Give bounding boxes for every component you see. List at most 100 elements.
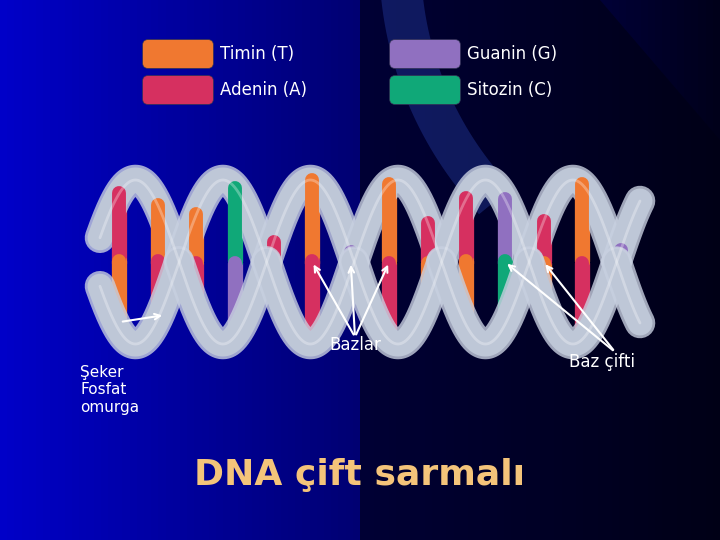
Bar (274, 0, 282, 540)
Bar (94, 0, 102, 540)
Bar (490, 0, 498, 540)
Bar (194, 0, 202, 540)
Bar (691, 0, 699, 540)
Bar (626, 0, 634, 540)
Bar (187, 0, 195, 540)
Bar (598, 0, 606, 540)
Bar (454, 0, 462, 540)
Bar (173, 0, 181, 540)
Bar (382, 0, 390, 540)
Bar (511, 0, 519, 540)
FancyBboxPatch shape (143, 76, 213, 104)
Bar (367, 0, 375, 540)
Bar (302, 0, 310, 540)
Text: Guanin (G): Guanin (G) (467, 45, 557, 63)
Bar (79, 0, 87, 540)
FancyBboxPatch shape (143, 39, 213, 69)
Bar (122, 0, 130, 540)
Bar (634, 0, 642, 540)
Bar (346, 0, 354, 540)
Text: Adenin (A): Adenin (A) (220, 81, 307, 99)
Bar (432, 0, 440, 540)
Bar (461, 0, 469, 540)
Bar (115, 0, 123, 540)
Bar (569, 0, 577, 540)
Bar (158, 0, 166, 540)
Bar (324, 0, 332, 540)
Bar (504, 0, 512, 540)
Bar (403, 0, 411, 540)
FancyBboxPatch shape (390, 39, 460, 69)
Bar (180, 0, 188, 540)
Text: DNA çift sarmalı: DNA çift sarmalı (194, 458, 526, 492)
Polygon shape (360, 0, 720, 540)
Bar (230, 0, 238, 540)
Text: Timin (T): Timin (T) (220, 45, 294, 63)
Bar (497, 0, 505, 540)
Bar (202, 0, 210, 540)
Bar (554, 0, 562, 540)
Bar (605, 0, 613, 540)
Bar (468, 0, 476, 540)
Bar (29, 0, 37, 540)
Bar (216, 0, 224, 540)
Bar (22, 0, 30, 540)
Bar (317, 0, 325, 540)
Bar (641, 0, 649, 540)
Bar (151, 0, 159, 540)
Bar (684, 0, 692, 540)
Bar (612, 0, 620, 540)
Text: Bazlar: Bazlar (329, 336, 381, 354)
Bar (353, 0, 361, 540)
Bar (576, 0, 584, 540)
Bar (101, 0, 109, 540)
Bar (108, 0, 116, 540)
Bar (475, 0, 483, 540)
Bar (648, 0, 656, 540)
Bar (418, 0, 426, 540)
Bar (713, 0, 720, 540)
Bar (655, 0, 663, 540)
Bar (439, 0, 447, 540)
Bar (518, 0, 526, 540)
Bar (166, 0, 174, 540)
Bar (396, 0, 404, 540)
Bar (259, 0, 267, 540)
Bar (547, 0, 555, 540)
Bar (310, 0, 318, 540)
Bar (698, 0, 706, 540)
Bar (295, 0, 303, 540)
Bar (389, 0, 397, 540)
Bar (533, 0, 541, 540)
Bar (540, 0, 548, 540)
Bar (223, 0, 231, 540)
Bar (410, 0, 418, 540)
Text: Şeker
Fosfat
omurga: Şeker Fosfat omurga (80, 365, 139, 415)
Text: Sitozin (C): Sitozin (C) (467, 81, 552, 99)
Text: Baz çifti: Baz çifti (569, 353, 635, 371)
Bar (619, 0, 627, 540)
Bar (7, 0, 15, 540)
Bar (72, 0, 80, 540)
Bar (670, 0, 678, 540)
Bar (238, 0, 246, 540)
Bar (65, 0, 73, 540)
Bar (288, 0, 296, 540)
Bar (36, 0, 44, 540)
Bar (137, 0, 145, 540)
Bar (281, 0, 289, 540)
Bar (446, 0, 454, 540)
Bar (374, 0, 382, 540)
Bar (43, 0, 51, 540)
FancyBboxPatch shape (390, 76, 460, 104)
Bar (526, 0, 534, 540)
Bar (252, 0, 260, 540)
Bar (0, 0, 8, 540)
Bar (14, 0, 22, 540)
Bar (662, 0, 670, 540)
Bar (482, 0, 490, 540)
Bar (245, 0, 253, 540)
Bar (583, 0, 591, 540)
Bar (331, 0, 339, 540)
Bar (706, 0, 714, 540)
